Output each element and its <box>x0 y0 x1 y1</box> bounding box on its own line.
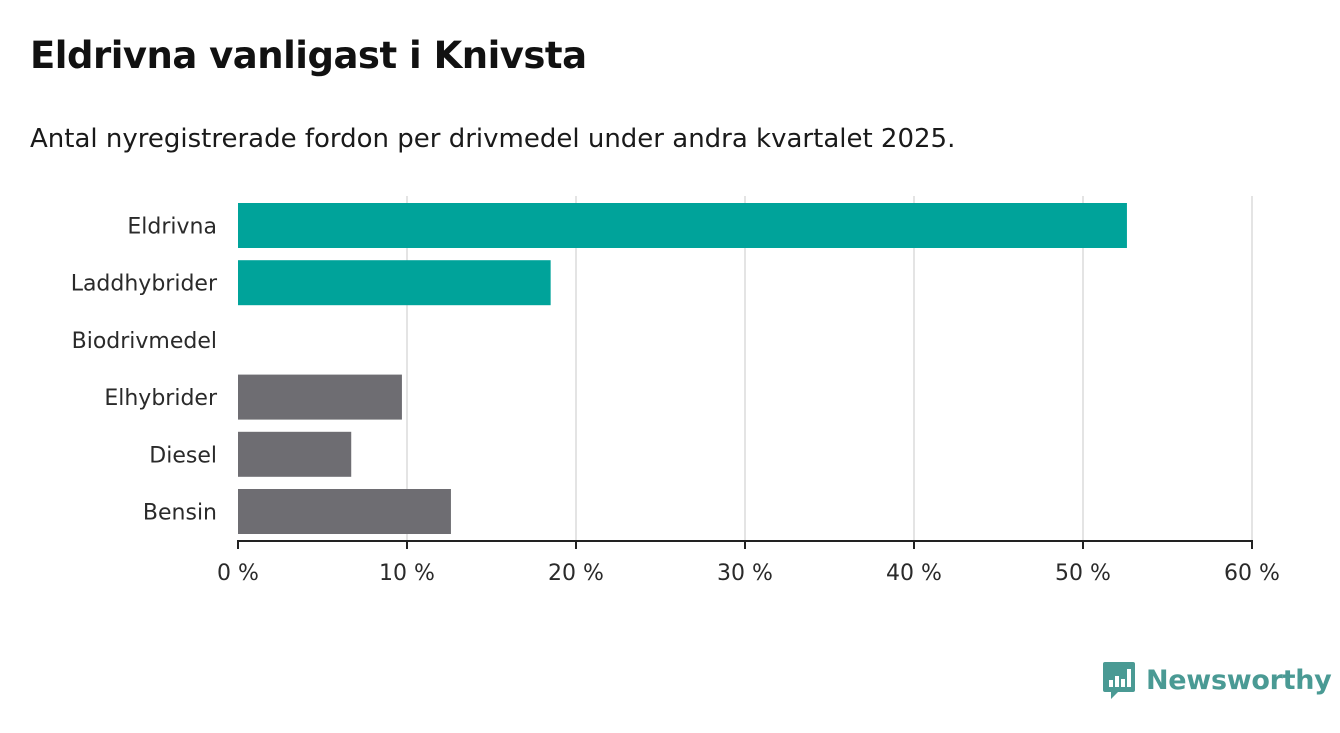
chart-title: Eldrivna vanligast i Knivsta <box>30 34 587 77</box>
bar <box>238 374 402 420</box>
category-label: Elhybrider <box>104 386 218 411</box>
bar <box>238 431 352 477</box>
x-axis: 0 % 10 % 20 % 30 % 40 % 50 % 60 % <box>217 540 1280 586</box>
bar <box>238 203 1127 248</box>
category-label: Laddhybrider <box>71 272 218 297</box>
bar <box>238 489 451 534</box>
category-label: Bensin <box>143 501 217 526</box>
x-tick-label: 0 % <box>217 561 259 586</box>
category-label: Diesel <box>149 443 217 468</box>
bar-chart-speech-bubble-icon <box>1103 662 1135 699</box>
bar <box>238 260 551 306</box>
x-tick-label: 10 % <box>379 561 435 586</box>
category-labels: Eldrivna Laddhybrider Biodrivmedel Elhybrid… <box>71 215 218 526</box>
chart-subtitle: Antal nyregistrerade fordon per drivmede… <box>30 124 956 154</box>
category-label: Biodrivmedel <box>72 329 217 354</box>
bars <box>238 203 1127 534</box>
newsworthy-logo: Newsworthy <box>1102 660 1332 700</box>
gridlines <box>406 196 1253 541</box>
x-tick-label: 20 % <box>548 561 604 586</box>
brand-name: Newsworthy <box>1146 664 1332 696</box>
bar-chart: Eldrivna Laddhybrider Biodrivmedel Elhybrid… <box>71 196 1280 586</box>
x-tick-label: 60 % <box>1224 561 1280 586</box>
x-tick-label: 30 % <box>717 561 773 586</box>
x-tick-label: 40 % <box>886 561 942 586</box>
x-tick-label: 50 % <box>1055 561 1111 586</box>
category-label: Eldrivna <box>127 215 217 240</box>
